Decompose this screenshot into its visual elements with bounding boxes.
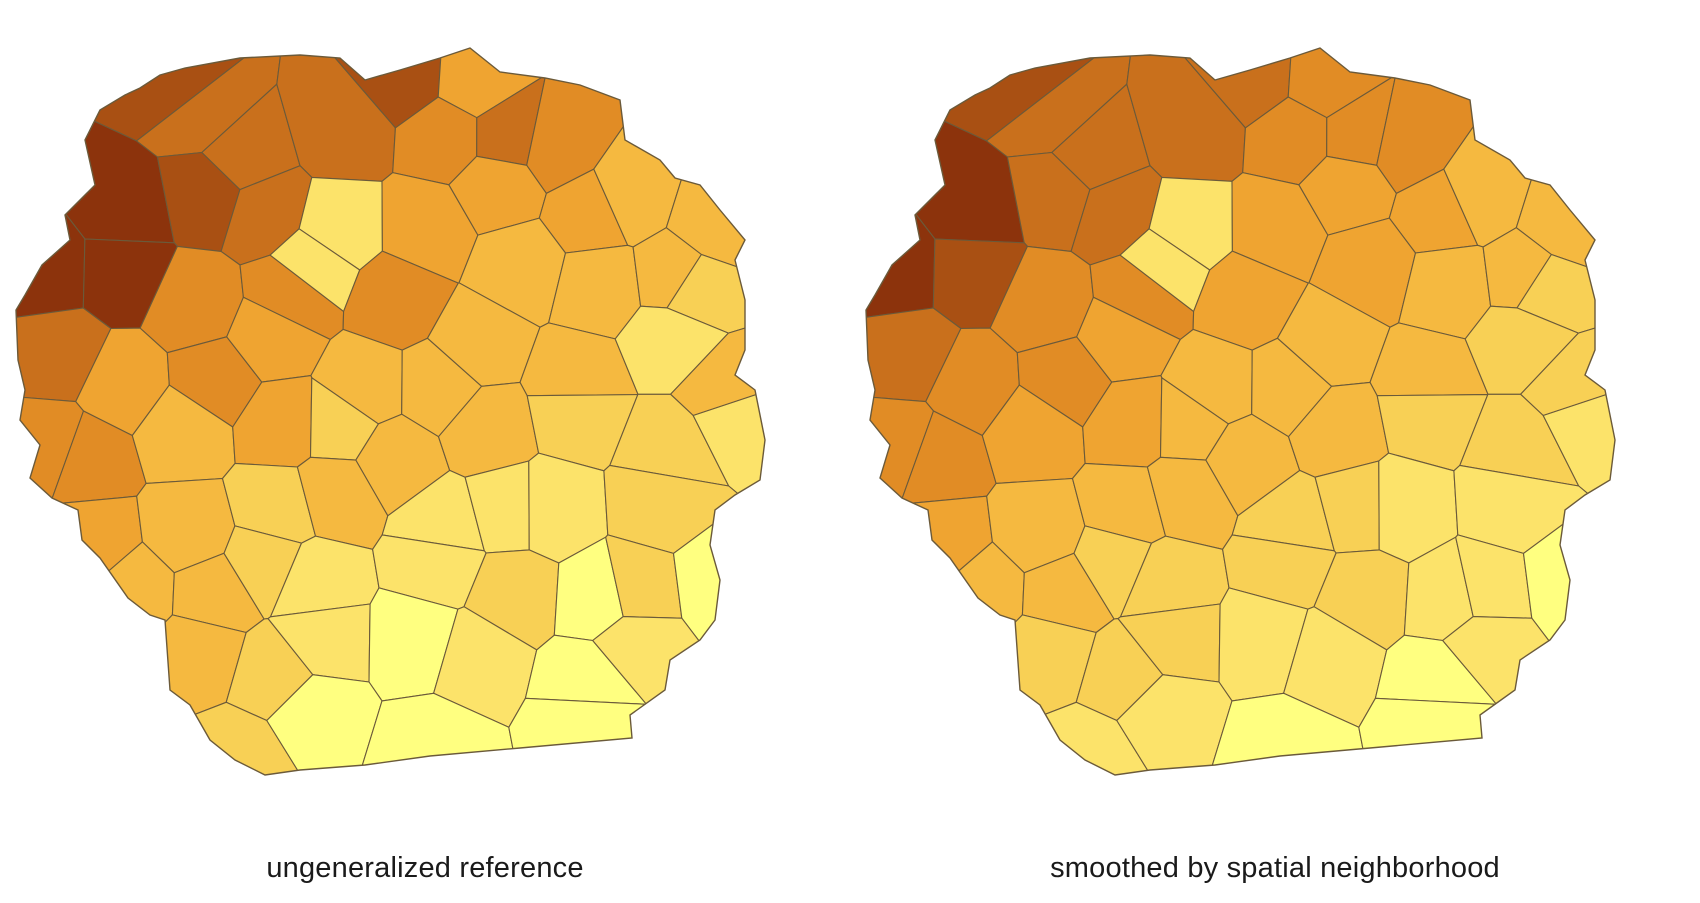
- map-panel-left: ungeneralized reference: [15, 47, 766, 884]
- map-panel-right: smoothed by spatial neighborhood: [850, 0, 1700, 903]
- map-caption-right: smoothed by spatial neighborhood: [1050, 852, 1500, 884]
- county-layer: [16, 48, 765, 775]
- county-region: [866, 541, 1025, 775]
- county-region: [672, 499, 765, 775]
- county-region: [1358, 697, 1615, 775]
- region-outline: [15, 47, 766, 776]
- region-outline: [865, 47, 1616, 776]
- choropleth-map-ungeneralized: [15, 47, 766, 776]
- county-region: [508, 697, 765, 775]
- choropleth-map-smoothed: [865, 47, 1616, 776]
- county-region: [866, 614, 1097, 775]
- county-region: [1522, 499, 1615, 775]
- county-region: [16, 614, 247, 775]
- county-layer: [866, 48, 1615, 775]
- county-region: [16, 541, 175, 775]
- map-caption-left: ungeneralized reference: [266, 852, 584, 884]
